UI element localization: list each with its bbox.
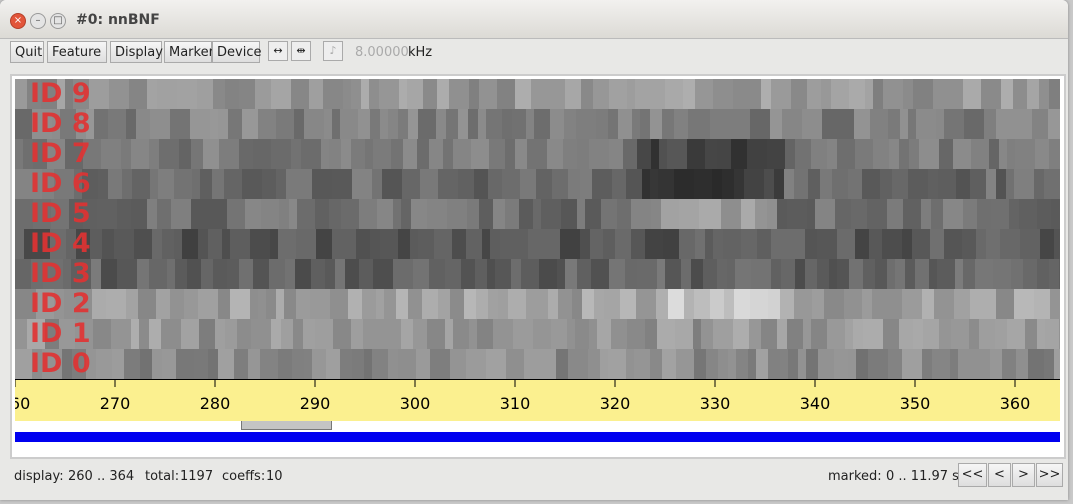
marked-label: marked:	[828, 469, 882, 484]
row-label: ID 2	[30, 288, 91, 319]
x-tick-label: 330	[700, 394, 731, 413]
toolbar-button[interactable]: Marker	[164, 41, 214, 63]
toolbar-button[interactable]: Quit	[10, 41, 44, 63]
row-label: ID 3	[30, 258, 91, 289]
x-tick-label: 310	[500, 394, 531, 413]
status-bar: display: 260 .. 364 total: 1197 coeffs: …	[0, 460, 1068, 496]
x-tick-label: 260	[12, 394, 30, 413]
heatmap: ID 9 ID 8 ID 7 ID 6 ID 5 ID 4 ID 3 ID 2 ID 1 ID 0	[15, 79, 1060, 379]
feature-panel: ID 9 ID 8 ID 7 ID 6 ID 5 ID 4 ID 3 ID 2 ID 1 ID 0…	[10, 74, 1066, 459]
scroll-thumb[interactable]	[241, 421, 332, 430]
heatmap-row: ID 5	[15, 199, 1060, 229]
heatmap-row: ID 8	[15, 109, 1060, 139]
nav-button[interactable]: >>	[1036, 463, 1063, 487]
row-label: ID 4	[30, 228, 91, 259]
coeffs-label: coeffs:	[222, 469, 266, 484]
heatmap-row: ID 4	[15, 229, 1060, 259]
nav-button[interactable]: <<	[958, 463, 987, 487]
heatmap-row: ID 6	[15, 169, 1060, 199]
x-tick-label: 270	[100, 394, 131, 413]
heatmap-row: ID 3	[15, 259, 1060, 289]
rate-unit: kHz	[408, 45, 433, 60]
x-tick-label: 300	[400, 394, 431, 413]
scrollbar[interactable]	[15, 421, 1060, 431]
x-tick-label: 320	[600, 394, 631, 413]
heatmap-row: ID 0	[15, 349, 1060, 379]
row-label: ID 1	[30, 318, 91, 349]
toolbar-button[interactable]: Display	[110, 41, 163, 63]
coeffs-value: 10	[266, 469, 283, 484]
heatmap-row: ID 9	[15, 79, 1060, 109]
display-range: 260 .. 364	[68, 469, 135, 484]
heatmap-row: ID 2	[15, 289, 1060, 319]
marked-range: 0 .. 11.97 s	[886, 469, 959, 484]
x-tick-label: 360	[1000, 394, 1031, 413]
axis-background	[15, 379, 1060, 421]
heatmap-row: ID 7	[15, 139, 1060, 169]
row-label: ID 9	[30, 78, 91, 109]
minimize-button[interactable]: –	[30, 13, 46, 29]
zoom-out-icon[interactable]: ⇹	[291, 41, 311, 61]
sample-rate: 8.00000	[355, 45, 409, 60]
display-label: display:	[14, 469, 64, 484]
row-label: ID 8	[30, 108, 91, 139]
total-label: total:	[145, 469, 180, 484]
speaker-icon[interactable]: ♪	[323, 41, 343, 61]
x-tick-label: 340	[800, 394, 831, 413]
maximize-button[interactable]: □	[50, 13, 66, 29]
row-label: ID 5	[30, 198, 91, 229]
x-tick-label: 350	[900, 394, 931, 413]
toolbar-button[interactable]: Device	[212, 41, 261, 63]
nav-button[interactable]: >	[1012, 463, 1035, 487]
heatmap-row: ID 1	[15, 319, 1060, 349]
title-bar: × – □ #0: nnBNF	[0, 0, 1068, 39]
overview-bar	[15, 432, 1060, 442]
row-label: ID 0	[30, 348, 91, 379]
window-title: #0: nnBNF	[76, 12, 160, 28]
x-tick-label: 280	[200, 394, 231, 413]
close-button[interactable]: ×	[10, 13, 26, 29]
toolbar-button[interactable]: Feature	[47, 41, 107, 63]
total-value: 1197	[180, 469, 214, 484]
row-label: ID 7	[30, 138, 91, 169]
x-tick-label: 290	[300, 394, 331, 413]
nav-button[interactable]: <	[988, 463, 1011, 487]
time-axis: 260 270 280 290 300 310 320 330 340 350 360	[12, 379, 1060, 421]
row-label: ID 6	[30, 168, 91, 199]
zoom-in-icon[interactable]: ↔	[268, 41, 288, 61]
